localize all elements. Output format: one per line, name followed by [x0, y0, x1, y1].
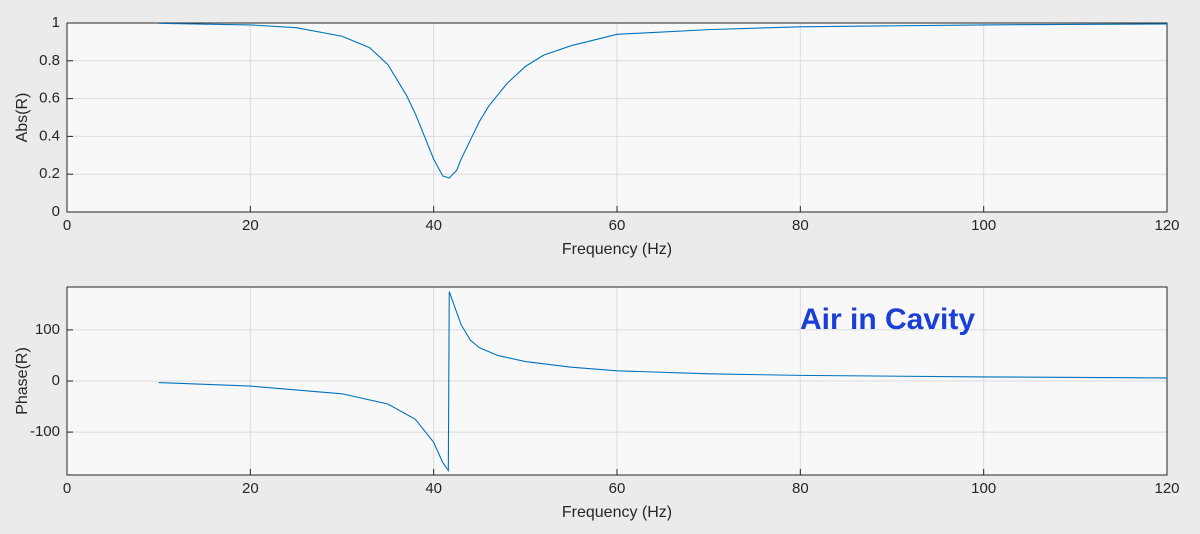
x-tick-label: 60: [609, 217, 626, 234]
axes: 0 20 40 60 80 100 120 0 0.2 0.4 0.6 0.8 1 Frequency (…: [14, 14, 1179, 258]
x-tick-label: 100: [971, 480, 996, 497]
x-tick-label: 120: [1154, 217, 1179, 234]
y-tick-label: 0.8: [39, 52, 60, 69]
y-axis-label: Phase(R): [14, 347, 31, 415]
y-tick-label: -100: [30, 423, 60, 440]
x-tick-label: 80: [792, 480, 809, 497]
x-tick-label: 40: [425, 217, 442, 234]
axes-box: [66, 22, 1168, 213]
y-axis-label: Abs(R): [14, 93, 31, 143]
y-tick-label: 0.6: [39, 90, 60, 107]
x-tick-label: 20: [242, 480, 259, 497]
x-tick-label: 20: [242, 217, 259, 234]
y-tick-label: 0.2: [39, 165, 60, 182]
x-axis-label: Frequency (Hz): [562, 504, 672, 521]
x-tick-label: 120: [1154, 480, 1179, 497]
x-tick-label: 40: [425, 480, 442, 497]
y-tick-label: 0: [52, 372, 60, 389]
x-axis-label: Frequency (Hz): [562, 241, 672, 258]
x-tick-label: 60: [609, 480, 626, 497]
y-tick-label: 0.4: [39, 127, 60, 144]
x-tick-label: 0: [63, 480, 71, 497]
y-tick-label: 100: [35, 321, 60, 338]
x-tick-label: 80: [792, 217, 809, 234]
annotation: Air in Cavity: [800, 303, 975, 336]
y-tick-label: 1: [52, 14, 60, 31]
line-series: [158, 22, 1168, 179]
line-series: [158, 291, 1168, 473]
x-tick-label: 100: [971, 217, 996, 234]
axes-box: [66, 286, 1168, 476]
y-tick-label: 0: [52, 203, 60, 220]
x-tick-label: 0: [63, 217, 71, 234]
axes: 0 20 40 60 80 100 120 -100 0 100 Frequency (Hz) Pha…: [14, 286, 1180, 521]
